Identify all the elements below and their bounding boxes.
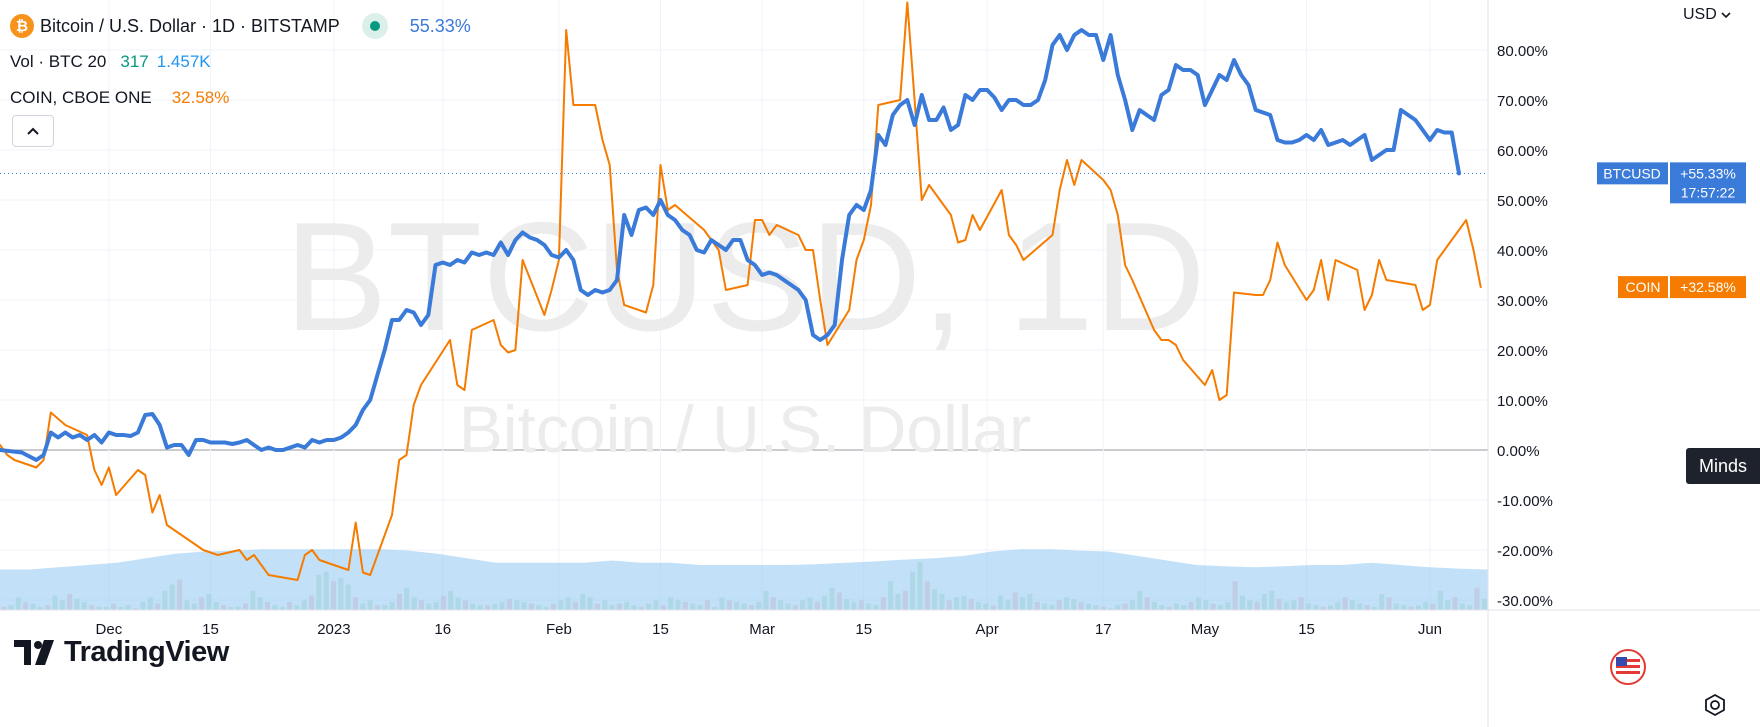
series-lines bbox=[0, 1, 1482, 581]
coin-price-tag-value: +32.58% bbox=[1680, 279, 1736, 295]
btc-series-tag bbox=[1597, 162, 1668, 185]
chevron-down-icon bbox=[1721, 12, 1731, 19]
flag-icon[interactable] bbox=[1610, 649, 1646, 685]
x-tick-label: Feb bbox=[546, 621, 572, 638]
y-tick-label: -10.00% bbox=[1497, 493, 1553, 510]
x-tick-label: 15 bbox=[652, 621, 669, 638]
tradingview-logo-icon bbox=[14, 639, 54, 665]
y-tick-label: 60.00% bbox=[1497, 143, 1548, 160]
price-scale[interactable]: -30.00% -20.00% -10.00% 0.00% 10.00% 20.00% 30… bbox=[1487, 0, 1553, 727]
btc-price-tag-time: 17:57:22 bbox=[1681, 184, 1736, 200]
x-tick-label: 15 bbox=[1298, 621, 1315, 638]
x-tick-label: May bbox=[1191, 621, 1220, 638]
gear-icon[interactable] bbox=[1700, 690, 1730, 720]
x-tick-label: Jun bbox=[1418, 621, 1442, 638]
time-scale[interactable]: Dec 15 2023 16 Feb 15 Mar 15 Apr 17 May 15 Jun bbox=[0, 609, 1760, 638]
tradingview-logo-text: TradingView bbox=[64, 636, 229, 668]
x-tick-label: Dec bbox=[96, 621, 123, 638]
collapse-legend-button[interactable] bbox=[12, 115, 54, 147]
coin-price-tag bbox=[1670, 276, 1746, 299]
watermark-ticker: BTCUSD, 1D bbox=[284, 190, 1206, 363]
price-tags: BTCUSD +55.33% 17:57:22 COIN +32.58% bbox=[0, 162, 1746, 299]
coin-series-tag-label: COIN bbox=[1626, 279, 1661, 295]
currency-selector[interactable]: USD bbox=[1683, 6, 1731, 24]
x-tick-label: Mar bbox=[749, 621, 775, 638]
coin-line bbox=[0, 1, 1482, 581]
x-tick-label: 16 bbox=[434, 621, 451, 638]
x-tick-label: 15 bbox=[855, 621, 872, 638]
currency-label: USD bbox=[1683, 6, 1717, 23]
symbol-change: 55.33% bbox=[409, 15, 471, 36]
volume-label: Vol · BTC 20 bbox=[10, 52, 107, 71]
btc-price-tag bbox=[1670, 162, 1746, 204]
x-tick-label: 15 bbox=[202, 621, 219, 638]
main-series-legend[interactable]: ₿ Bitcoin / U.S. Dollar · 1D · BITSTAMP … bbox=[10, 8, 471, 44]
btc-series-tag-label: BTCUSD bbox=[1603, 165, 1661, 181]
y-tick-label: 40.00% bbox=[1497, 243, 1548, 260]
compare-change: 32.58% bbox=[171, 88, 230, 107]
chart-legend: ₿ Bitcoin / U.S. Dollar · 1D · BITSTAMP … bbox=[10, 8, 471, 116]
x-tick-label: 17 bbox=[1095, 621, 1112, 638]
volume-legend[interactable]: Vol · BTC 20 317 1.457K bbox=[10, 44, 471, 80]
volume-value-2: 1.457K bbox=[156, 52, 211, 71]
y-tick-label: 80.00% bbox=[1497, 43, 1548, 60]
btc-price-tag-value: +55.33% bbox=[1680, 165, 1736, 181]
y-tick-label: -20.00% bbox=[1497, 543, 1553, 560]
y-tick-label: 0.00% bbox=[1497, 443, 1540, 460]
coin-series-tag bbox=[1618, 276, 1668, 299]
x-tick-label: 2023 bbox=[317, 621, 350, 638]
minds-button[interactable]: Minds bbox=[1686, 448, 1760, 484]
btc-line bbox=[0, 28, 1461, 462]
market-status-icon[interactable] bbox=[361, 13, 388, 39]
volume-value-1: 317 bbox=[120, 52, 149, 71]
compare-label: COIN, CBOE ONE bbox=[10, 88, 152, 107]
tradingview-logo[interactable]: TradingView bbox=[14, 636, 229, 669]
y-tick-label: 20.00% bbox=[1497, 343, 1548, 360]
watermark-name: Bitcoin / U.S. Dollar bbox=[459, 392, 1031, 466]
volume-pane bbox=[0, 549, 1488, 610]
symbol-title[interactable]: Bitcoin / U.S. Dollar · 1D · BITSTAMP bbox=[40, 15, 340, 36]
y-tick-label: 50.00% bbox=[1497, 193, 1548, 210]
symbol-watermark: BTCUSD, 1D Bitcoin / U.S. Dollar bbox=[284, 190, 1206, 466]
x-tick-label: Apr bbox=[975, 621, 998, 638]
chevron-up-icon bbox=[27, 127, 39, 135]
compare-legend[interactable]: COIN, CBOE ONE 32.58% bbox=[10, 80, 471, 116]
y-tick-label: 30.00% bbox=[1497, 293, 1548, 310]
y-tick-label: -30.00% bbox=[1497, 593, 1553, 610]
bitcoin-icon: ₿ bbox=[10, 14, 34, 38]
y-tick-label: 10.00% bbox=[1497, 393, 1548, 410]
y-tick-label: 70.00% bbox=[1497, 93, 1548, 110]
volume-ma-area bbox=[0, 549, 1488, 610]
